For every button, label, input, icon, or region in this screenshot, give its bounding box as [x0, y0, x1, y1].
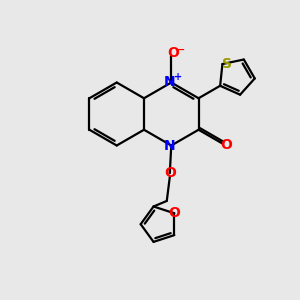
Text: −: −	[176, 45, 186, 55]
Text: O: O	[168, 206, 180, 220]
Text: S: S	[222, 57, 232, 71]
Text: N: N	[164, 76, 176, 89]
Text: +: +	[174, 72, 182, 82]
Text: N: N	[164, 139, 176, 152]
Text: O: O	[220, 138, 232, 152]
Text: O: O	[164, 166, 176, 180]
Text: O: O	[167, 46, 179, 60]
